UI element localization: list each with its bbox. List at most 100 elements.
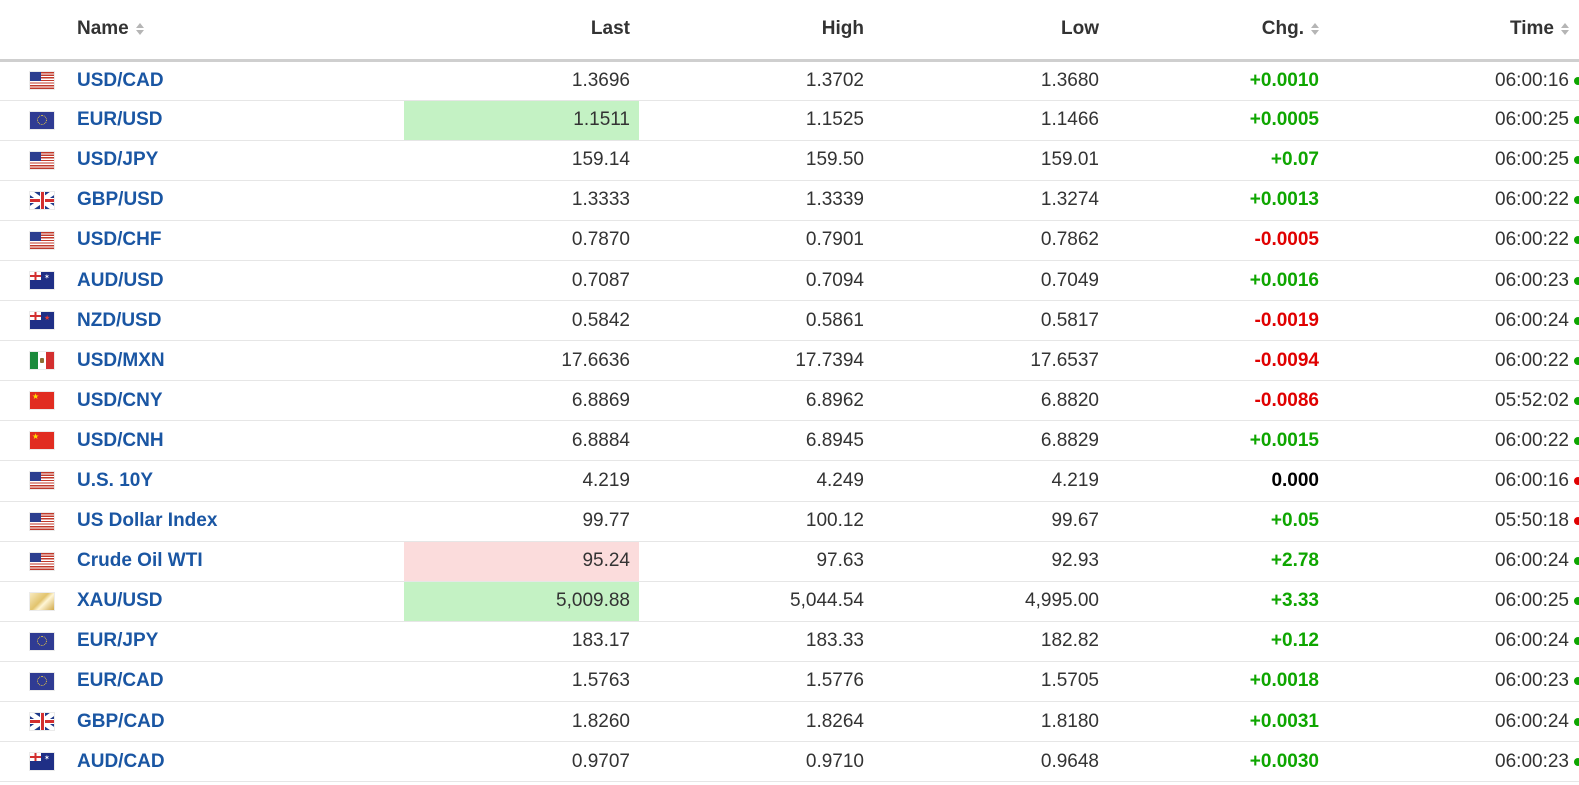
instrument-name-cell: EUR/CAD bbox=[68, 661, 404, 703]
flag-cell bbox=[0, 140, 68, 181]
instrument-name-cell: EUR/USD bbox=[68, 100, 404, 141]
instrument-link[interactable]: US Dollar Index bbox=[77, 510, 218, 532]
status-dot-icon bbox=[1574, 597, 1579, 606]
sort-arrows-icon[interactable] bbox=[135, 22, 144, 36]
last-price-cell: 183.17 bbox=[404, 621, 639, 662]
instrument-link[interactable]: EUR/JPY bbox=[77, 630, 159, 652]
time-cell: 06:00:22 bbox=[1328, 420, 1578, 462]
instrument-name-cell: NZD/USD bbox=[68, 300, 404, 342]
column-header-time[interactable]: Time bbox=[1328, 0, 1578, 62]
status-dot-icon bbox=[1574, 356, 1579, 365]
column-header-chg-label: Chg. bbox=[1261, 18, 1304, 40]
instrument-link[interactable]: U.S. 10Y bbox=[77, 469, 154, 491]
instrument-link[interactable]: EUR/USD bbox=[77, 109, 163, 131]
high-price-cell: 4.249 bbox=[639, 460, 873, 502]
last-price-cell: 6.8869 bbox=[404, 380, 639, 422]
time-cell: 06:00:25 bbox=[1328, 140, 1578, 181]
flag-cell bbox=[0, 260, 68, 302]
column-header-chg[interactable]: Chg. bbox=[1108, 0, 1328, 62]
gb-flag-icon bbox=[30, 713, 54, 731]
status-dot-icon bbox=[1574, 76, 1579, 85]
low-price-cell: 99.67 bbox=[873, 501, 1108, 542]
status-dot-icon bbox=[1574, 436, 1579, 445]
time-cell: 06:00:22 bbox=[1328, 220, 1578, 261]
change-cell: +0.07 bbox=[1108, 140, 1328, 181]
last-price-cell: 0.7870 bbox=[404, 220, 639, 261]
column-header-name[interactable]: Name bbox=[68, 0, 404, 62]
flag-cell bbox=[0, 60, 68, 101]
instrument-link[interactable]: USD/CNH bbox=[77, 429, 164, 451]
instrument-link[interactable]: GBP/USD bbox=[77, 189, 164, 211]
instrument-link[interactable]: USD/CHF bbox=[77, 229, 162, 251]
status-dot-icon bbox=[1574, 116, 1579, 125]
flag-cell bbox=[0, 460, 68, 502]
status-dot-icon bbox=[1574, 637, 1579, 646]
us-flag-icon bbox=[30, 472, 54, 490]
flag-cell bbox=[0, 621, 68, 662]
low-price-cell: 6.8820 bbox=[873, 380, 1108, 422]
instrument-link[interactable]: AUD/USD bbox=[77, 269, 164, 291]
instrument-link[interactable]: USD/CNY bbox=[77, 389, 163, 411]
change-cell: +0.05 bbox=[1108, 501, 1328, 542]
time-cell: 06:00:25 bbox=[1328, 581, 1578, 622]
eu-flag-icon bbox=[30, 632, 54, 650]
flag-cross-vertical bbox=[39, 191, 45, 209]
change-cell: +0.0010 bbox=[1108, 60, 1328, 101]
instrument-link[interactable]: XAU/USD bbox=[77, 590, 163, 612]
time-cell: 06:00:23 bbox=[1328, 661, 1578, 703]
sort-arrows-icon[interactable] bbox=[1311, 22, 1319, 36]
instrument-link[interactable]: Crude Oil WTI bbox=[77, 550, 203, 572]
instrument-name-cell: USD/CAD bbox=[68, 60, 404, 101]
time-cell: 06:00:16 bbox=[1328, 60, 1578, 101]
cn-flag-icon bbox=[30, 432, 54, 450]
instrument-link[interactable]: GBP/CAD bbox=[77, 710, 165, 732]
table-header: Name Last High Low Chg. Time bbox=[0, 0, 1579, 62]
instrument-link[interactable]: AUD/CAD bbox=[77, 750, 165, 772]
low-price-cell: 0.7862 bbox=[873, 220, 1108, 261]
time-cell: 06:00:23 bbox=[1328, 741, 1578, 783]
time-cell: 05:52:02 bbox=[1328, 380, 1578, 422]
instrument-link[interactable]: EUR/CAD bbox=[77, 670, 164, 692]
table-row: Crude Oil WTI 95.24 97.63 92.93 +2.78 06:00:2… bbox=[0, 541, 1579, 582]
low-price-cell: 1.1466 bbox=[873, 100, 1108, 141]
time-cell: 06:00:24 bbox=[1328, 300, 1578, 342]
column-header-low: Low bbox=[873, 0, 1108, 62]
low-price-cell: 0.7049 bbox=[873, 260, 1108, 302]
instrument-link[interactable]: USD/MXN bbox=[77, 349, 165, 371]
sort-arrows-icon[interactable] bbox=[1561, 22, 1569, 36]
status-dot-icon bbox=[1574, 517, 1579, 526]
change-cell: 0.000 bbox=[1108, 460, 1328, 502]
change-cell: +0.0015 bbox=[1108, 420, 1328, 462]
high-price-cell: 0.7901 bbox=[639, 220, 873, 261]
instrument-link[interactable]: USD/JPY bbox=[77, 149, 159, 171]
table-row: USD/MXN 17.6636 17.7394 17.6537 -0.0094 06:00… bbox=[0, 340, 1579, 382]
high-price-cell: 1.8264 bbox=[639, 701, 873, 743]
time-cell: 05:50:18 bbox=[1328, 501, 1578, 542]
high-price-cell: 1.3702 bbox=[639, 60, 873, 101]
change-cell: +0.0018 bbox=[1108, 661, 1328, 703]
low-price-cell: 1.8180 bbox=[873, 701, 1108, 743]
table-row: EUR/CAD 1.5763 1.5776 1.5705 +0.0018 06:00:23 bbox=[0, 661, 1579, 703]
flag-cell bbox=[0, 340, 68, 382]
flag-cell bbox=[0, 701, 68, 743]
flag-cell bbox=[0, 380, 68, 422]
instrument-link[interactable]: NZD/USD bbox=[77, 309, 162, 331]
instrument-name-cell: GBP/USD bbox=[68, 180, 404, 221]
nz-flag-icon bbox=[30, 312, 54, 330]
change-cell: -0.0005 bbox=[1108, 220, 1328, 261]
high-price-cell: 17.7394 bbox=[639, 340, 873, 382]
flag-cell bbox=[0, 581, 68, 622]
low-price-cell: 0.5817 bbox=[873, 300, 1108, 342]
column-header-high: High bbox=[639, 0, 873, 62]
last-price-cell: 6.8884 bbox=[404, 420, 639, 462]
high-price-cell: 1.1525 bbox=[639, 100, 873, 141]
high-price-cell: 97.63 bbox=[639, 541, 873, 582]
instrument-link[interactable]: USD/CAD bbox=[77, 69, 164, 91]
status-dot-icon bbox=[1574, 557, 1579, 566]
